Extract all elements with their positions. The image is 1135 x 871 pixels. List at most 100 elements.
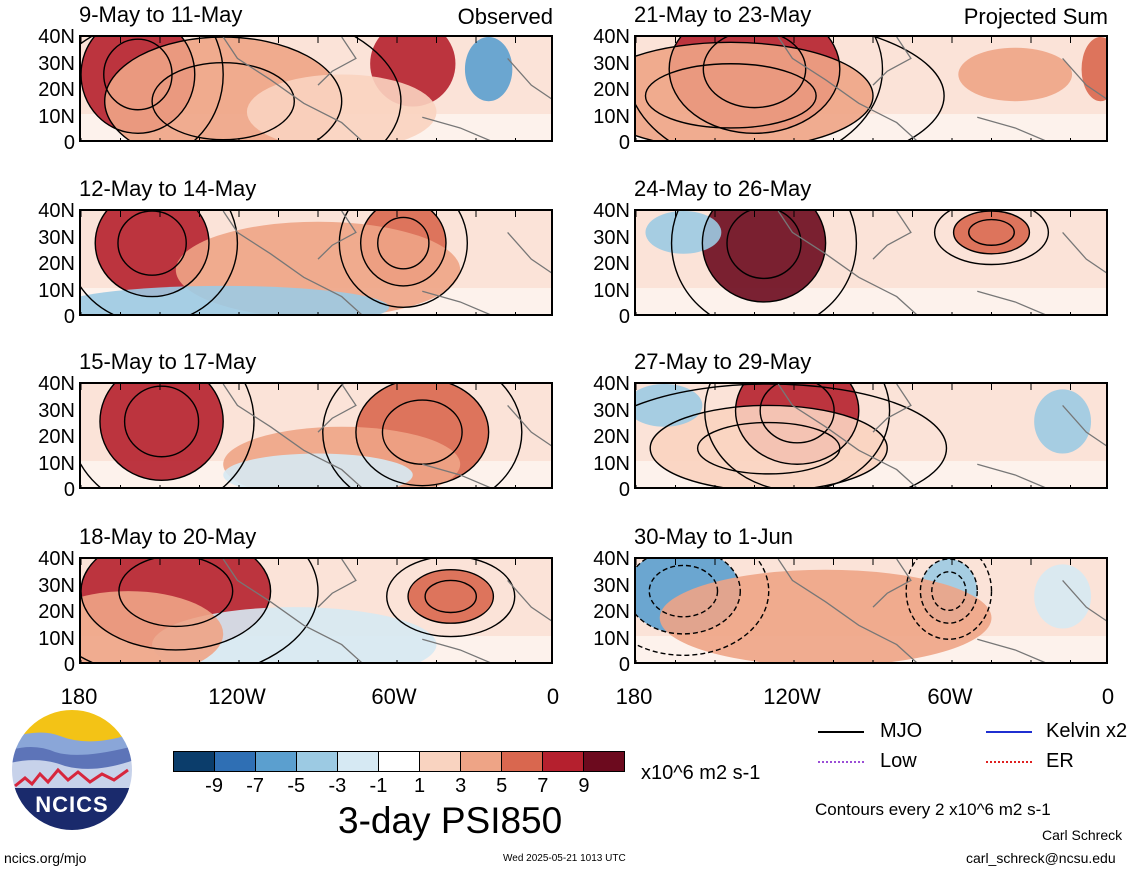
- panel-title: 24-May to 26-May: [634, 176, 812, 201]
- psi850-field: [636, 211, 1106, 314]
- mjo-contour: [377, 216, 430, 270]
- contour-note: Contours every 2 x10^6 m2 s-1: [815, 800, 1051, 819]
- ncics-logo: NCICS: [10, 708, 134, 832]
- anomaly-shading: [1034, 389, 1092, 454]
- map-panel: [634, 382, 1108, 489]
- lat-label: 10N: [38, 279, 75, 302]
- legend-line-er: [986, 761, 1032, 763]
- anomaly-shading: [650, 405, 888, 487]
- lat-label: 30N: [593, 52, 630, 75]
- lat-label: 20N: [38, 79, 75, 101]
- lat-label: 30N: [593, 399, 630, 422]
- colorbar-tick-label: -1: [369, 775, 388, 797]
- panel-title: 9-May to 11-May: [79, 2, 243, 27]
- psi850-field: [81, 37, 551, 140]
- lat-label: 0: [618, 132, 630, 154]
- lon-label: 60W: [371, 684, 417, 709]
- colorbar-swatch: [379, 752, 420, 771]
- coastline: [777, 559, 1106, 662]
- lat-label: 20N: [38, 426, 75, 448]
- coastline: [222, 384, 551, 487]
- map-panel: [79, 35, 553, 142]
- anomaly-shading: [152, 607, 437, 662]
- mjo-contour: [636, 384, 948, 487]
- lon-label: 120W: [208, 684, 266, 709]
- coastline: [222, 559, 551, 662]
- map-panel: [634, 557, 1108, 664]
- anomaly-shading: [953, 211, 1030, 254]
- legend-label: MJO: [880, 720, 923, 742]
- colorbar-swatch: [461, 752, 502, 771]
- mjo-contour: [701, 211, 827, 303]
- colorbar-tick-label: 7: [537, 775, 549, 797]
- mjo-contour: [386, 559, 516, 638]
- lat-label: 20N: [593, 601, 630, 623]
- legend-line-mjo: [818, 731, 864, 733]
- psi850-field: [636, 384, 1106, 487]
- mjo-contour: [117, 211, 187, 276]
- anomaly-shading: [81, 591, 224, 662]
- coastline: [222, 37, 551, 140]
- lat-label: 40N: [593, 26, 630, 48]
- colorbar: [173, 751, 625, 772]
- lat-label: 10N: [38, 105, 75, 128]
- mjo-contour: [636, 559, 741, 635]
- map-panel: [79, 382, 553, 489]
- colorbar-swatch: [256, 752, 297, 771]
- mjo-contour: [424, 579, 478, 614]
- colorbar-tick-label: 1: [413, 775, 426, 797]
- mjo-contour: [704, 384, 891, 487]
- colorbar-tick-label: 9: [578, 775, 590, 797]
- anomaly-shading: [636, 384, 703, 427]
- map-panel: [634, 209, 1108, 316]
- lat-label: 40N: [593, 548, 630, 570]
- mjo-contour: [968, 218, 1015, 246]
- lon-label: 120W: [763, 684, 821, 709]
- mjo-contour: [636, 37, 884, 140]
- lat-label: 40N: [38, 373, 75, 395]
- panel-title: 15-May to 17-May: [79, 349, 257, 374]
- mjo-contour: [81, 37, 224, 140]
- site-link[interactable]: ncics.org/mjo: [4, 850, 87, 866]
- lat-label: 20N: [38, 601, 75, 623]
- mjo-contour: [702, 37, 807, 109]
- colorbar-swatch: [543, 752, 584, 771]
- mjo-contour: [726, 211, 802, 280]
- lat-label: 10N: [593, 627, 630, 650]
- mjo-contour: [118, 559, 234, 628]
- coastline: [777, 37, 1106, 140]
- author-email[interactable]: carl_schreck@ncsu.edu: [966, 850, 1116, 866]
- lat-label: 40N: [38, 26, 75, 48]
- psi850-field: [636, 37, 1106, 140]
- mjo-contour: [151, 61, 295, 140]
- coastline: [777, 211, 1106, 314]
- lat-label: 0: [618, 654, 630, 676]
- lat-label: 40N: [593, 200, 630, 222]
- anomaly-shading: [1034, 564, 1092, 629]
- lat-label: 30N: [593, 226, 630, 249]
- lat-label: 20N: [593, 426, 630, 448]
- legend-label: Kelvin x2: [1046, 720, 1128, 742]
- mjo-contour: [81, 384, 255, 487]
- lat-label: 30N: [38, 574, 75, 597]
- colorbar-tick-label: -3: [328, 775, 347, 797]
- mjo-contour: [104, 37, 343, 140]
- lat-label: 0: [63, 132, 75, 154]
- mjo-contour: [931, 571, 967, 612]
- mjo-contour: [407, 569, 495, 624]
- anomaly-shading: [645, 211, 722, 254]
- panel-tag: Projected Sum: [963, 4, 1108, 29]
- mjo-contour: [99, 384, 224, 481]
- lat-label: 40N: [38, 548, 75, 570]
- mjo-contour: [81, 211, 239, 314]
- mjo-contour: [81, 37, 402, 140]
- lat-label: 10N: [593, 452, 630, 475]
- map-panel: [634, 35, 1108, 142]
- lat-label: 10N: [593, 279, 630, 302]
- mjo-contour: [81, 559, 272, 651]
- lat-label: 30N: [38, 226, 75, 249]
- mjo-contour: [636, 41, 874, 140]
- psi850-field: [636, 559, 1106, 662]
- legend-line-kelvin: [986, 731, 1032, 733]
- mjo-contour: [644, 63, 817, 129]
